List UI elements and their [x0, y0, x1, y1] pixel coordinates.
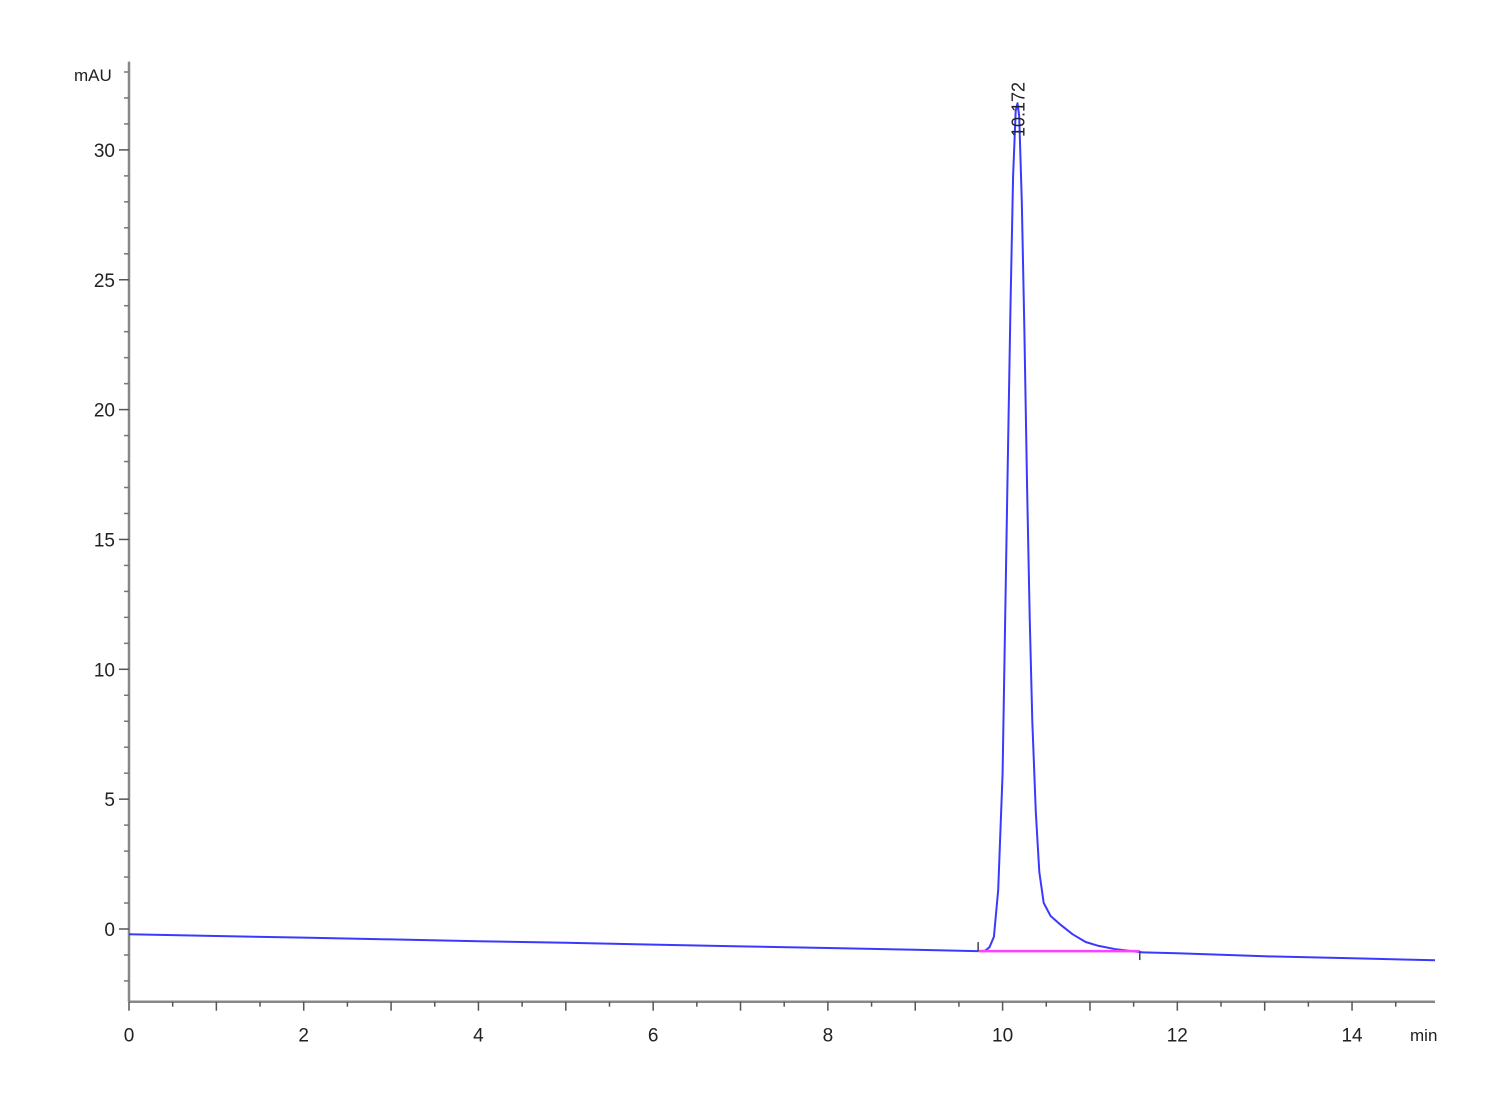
ticks: 0 5 10 15 20 25 30 0 2 4 6 8 10 12 14	[94, 71, 1397, 1047]
y-tick-label: 0	[104, 920, 115, 941]
x-axis-label: min	[1410, 1026, 1437, 1045]
y-tick-label: 30	[94, 141, 115, 162]
y-axis-label: mAU	[74, 66, 112, 85]
y-tick-label: 20	[94, 401, 115, 422]
axes	[127, 61, 1436, 1003]
x-tick-label: 6	[648, 1026, 659, 1047]
x-tick-label: 2	[298, 1026, 309, 1047]
x-tick-label: 10	[992, 1026, 1013, 1047]
y-tick-label: 15	[94, 530, 115, 551]
peak-label: 10.172	[1009, 82, 1029, 137]
y-tick-label: 25	[94, 271, 115, 292]
x-tick-label: 0	[124, 1026, 135, 1047]
x-tick-label: 4	[473, 1026, 484, 1047]
x-tick-label: 14	[1341, 1026, 1363, 1047]
marks: 10.172	[128, 82, 1436, 962]
y-tick-label: 5	[104, 790, 115, 811]
chromatogram-trace	[128, 102, 1436, 962]
x-tick-label: 8	[823, 1026, 834, 1047]
x-tick-label: 12	[1167, 1026, 1188, 1047]
y-tick-label: 10	[94, 660, 115, 681]
